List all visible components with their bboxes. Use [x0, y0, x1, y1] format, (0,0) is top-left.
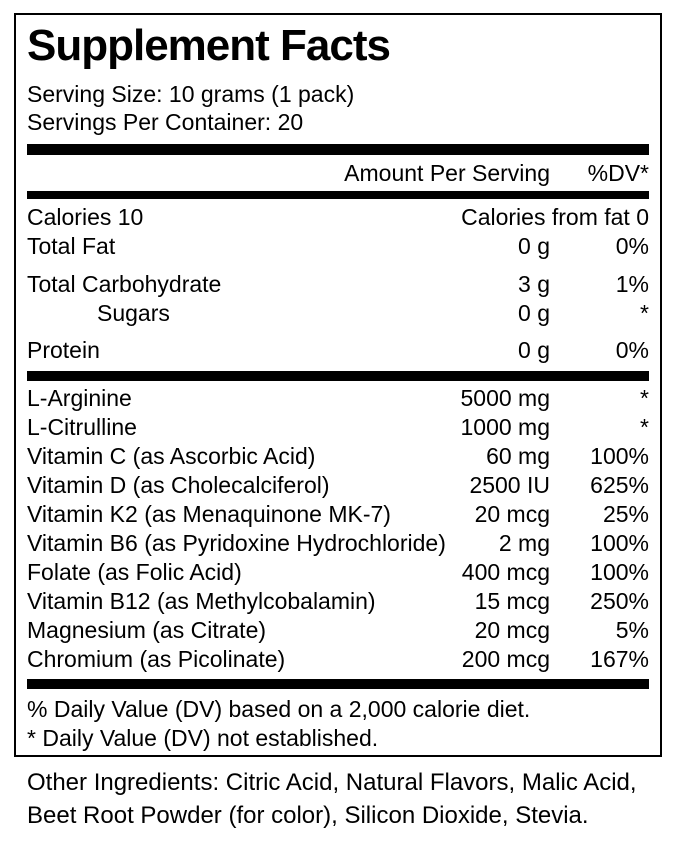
footnote-dv-basis: % Daily Value (DV) based on a 2,000 calo… — [27, 696, 531, 722]
nutrient-amount: 0 g — [518, 300, 550, 326]
divider-thick-top — [27, 144, 649, 155]
nutrient-name: Vitamin D (as Cholecalciferol) — [27, 472, 330, 498]
supplement-row: Vitamin C (as Ascorbic Acid) 60 mg 100% — [27, 442, 649, 471]
nutrition-row: Total Carbohydrate 3 g 1% — [27, 270, 649, 299]
nutrient-dv-percent: 100% — [590, 443, 649, 469]
nutrient-dv-percent: 25% — [602, 501, 649, 527]
nutrition-facts-section: Calories 10 Calories from fat 0 Total Fat 0… — [27, 199, 649, 369]
amount-per-serving-header: Amount Per Serving — [344, 160, 550, 186]
nutrient-dv-percent: 0% — [615, 233, 649, 259]
supplement-row: Vitamin B12 (as Methylcobalamin) 15 mcg 25… — [27, 587, 649, 616]
nutrient-amount: 2 mg — [498, 530, 550, 556]
nutrient-amount: 20 mcg — [474, 617, 550, 643]
nutrient-name: Vitamin K2 (as Menaquinone MK-7) — [27, 501, 391, 527]
supplement-row: Magnesium (as Citrate) 20 mcg 5% — [27, 616, 649, 645]
nutrient-name: Vitamin B12 (as Methylcobalamin) — [27, 588, 376, 614]
calories-from-fat-value: Calories from fat 0 — [461, 204, 649, 230]
nutrient-name: Chromium (as Picolinate) — [27, 646, 286, 672]
footnotes-block: % Daily Value (DV) based on a 2,000 calo… — [27, 695, 649, 753]
nutrient-amount: 0 g — [518, 233, 550, 259]
divider-under-header — [27, 191, 649, 199]
nutrient-amount: 60 mg — [486, 443, 550, 469]
nutrient-dv-percent: 625% — [590, 472, 649, 498]
nutrient-name: Total Fat — [27, 233, 116, 259]
footnote-dv-not-established: * Daily Value (DV) not established. — [27, 725, 379, 751]
nutrient-amount: 400 mcg — [461, 559, 550, 585]
divider-thick-bottom — [27, 679, 649, 689]
nutrient-amount: 2500 IU — [469, 472, 550, 498]
supplement-row: Vitamin B6 (as Pyridoxine Hydrochloride)… — [27, 529, 649, 558]
nutrient-dv-percent: 1% — [615, 271, 649, 297]
dv-column-header: %DV* — [587, 160, 649, 186]
supplement-row: Folate (as Folic Acid) 400 mcg 100% — [27, 558, 649, 587]
nutrition-row: Calories 10 Calories from fat 0 — [27, 203, 649, 232]
supplement-facts-panel: Supplement Facts Serving Size: 10 grams … — [14, 13, 662, 757]
nutrient-dv-percent: 167% — [590, 646, 649, 672]
servings-per-container-line: Servings Per Container: 20 — [27, 109, 304, 135]
nutrient-name: Total Carbohydrate — [27, 271, 222, 297]
nutrient-amount: 200 mcg — [461, 646, 550, 672]
panel-title: Supplement Facts — [27, 21, 391, 70]
nutrient-dv-percent: * — [640, 385, 649, 411]
nutrient-dv-percent: 250% — [590, 588, 649, 614]
supplement-ingredients-section: L-Arginine 5000 mg * L-Citrulline 1000 mg * Vi… — [27, 381, 649, 676]
nutrient-dv-percent: * — [640, 414, 649, 440]
nutrient-name: Protein — [27, 337, 100, 363]
nutrient-dv-percent: 0% — [615, 337, 649, 363]
nutrient-amount: 3 g — [518, 271, 550, 297]
nutrient-amount: 5000 mg — [460, 385, 550, 411]
divider-thick-middle — [27, 371, 649, 381]
nutrient-name: L-Citrulline — [27, 414, 137, 440]
nutrient-amount: 15 mcg — [474, 588, 550, 614]
supplement-row: L-Arginine 5000 mg * — [27, 384, 649, 413]
nutrient-name: Magnesium (as Citrate) — [27, 617, 267, 643]
supplement-row: Vitamin K2 (as Menaquinone MK-7) 20 mcg 25… — [27, 500, 649, 529]
nutrition-row: Protein 0 g 0% — [27, 336, 649, 365]
nutrient-amount: 0 g — [518, 337, 550, 363]
supplement-row: Vitamin D (as Cholecalciferol) 2500 IU 625… — [27, 471, 649, 500]
other-ingredients-text: Other Ingredients: Citric Acid, Natural … — [27, 769, 637, 829]
nutrient-dv-percent: 100% — [590, 559, 649, 585]
nutrient-name: Vitamin B6 (as Pyridoxine Hydrochloride) — [27, 530, 446, 556]
nutrient-name: Sugars — [97, 300, 170, 326]
supplement-row: Chromium (as Picolinate) 200 mcg 167% — [27, 645, 649, 674]
nutrient-amount: 1000 mg — [460, 414, 550, 440]
nutrition-row: Total Fat 0 g 0% — [27, 232, 649, 261]
nutrient-dv-percent: 5% — [615, 617, 649, 643]
nutrient-amount: 20 mcg — [474, 501, 550, 527]
nutrient-name: L-Arginine — [27, 385, 132, 411]
nutrient-name: Vitamin C (as Ascorbic Acid) — [27, 443, 316, 469]
supplement-row: L-Citrulline 1000 mg * — [27, 413, 649, 442]
column-header-row: Amount Per Serving %DV* — [27, 159, 649, 187]
nutrition-row: Sugars 0 g * — [27, 299, 649, 328]
nutrient-dv-percent: * — [640, 300, 649, 326]
nutrient-name: Folate (as Folic Acid) — [27, 559, 242, 585]
nutrient-dv-percent: 100% — [590, 530, 649, 556]
serving-size-line: Serving Size: 10 grams (1 pack) — [27, 81, 355, 107]
nutrient-name: Calories 10 — [27, 204, 144, 230]
